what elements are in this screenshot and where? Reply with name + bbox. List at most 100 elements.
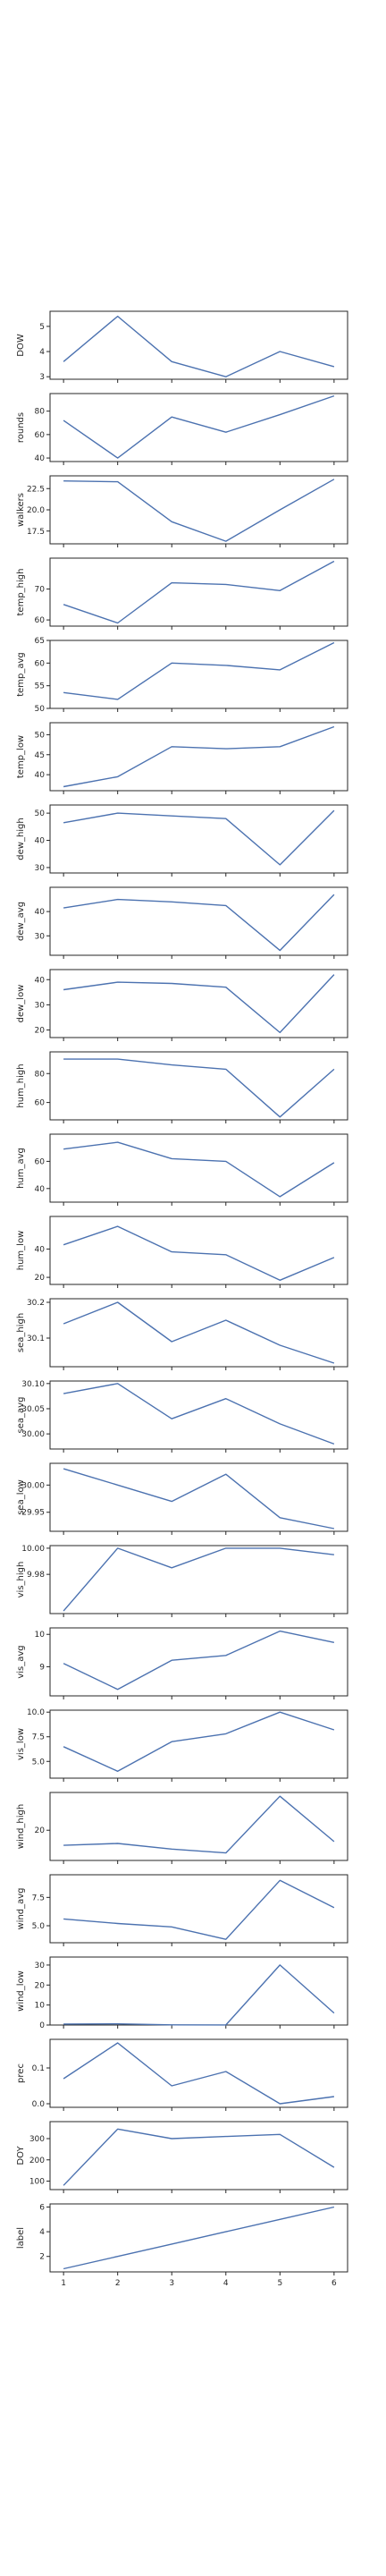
subplot-temp_avg: 50 55 60 65 temp_avg: [16, 637, 348, 714]
axes-frame: [49, 475, 348, 545]
x-tick-label: 3: [169, 2279, 174, 2288]
axes-frame: [49, 640, 348, 709]
y-tick-label: 10.00: [21, 1545, 45, 1554]
y-axis-label: prec: [16, 2063, 26, 2083]
subplot-vis_high: 9.98 10.00 vis_high: [16, 1545, 348, 1617]
series-line: [63, 1141, 335, 1198]
y-tick-label: 40: [35, 454, 46, 463]
y-axis-label: sea_low: [16, 1479, 26, 1515]
y-tick-label: 7.5: [32, 1733, 45, 1742]
y-axis-label: hum_avg: [16, 1148, 26, 1189]
y-axis-label: sea_avg: [16, 1397, 26, 1434]
y-axis-label: vis_high: [16, 1562, 26, 1598]
y-axis-label: hum_high: [16, 1063, 26, 1107]
y-tick-label: 0.1: [32, 2064, 45, 2073]
y-tick-label: 200: [29, 2157, 45, 2165]
series-line: [63, 2042, 334, 2105]
series-line: [63, 2128, 335, 2186]
y-tick-label: 30: [35, 1962, 46, 1970]
axes-frame: [49, 2038, 348, 2108]
series-line: [63, 2206, 335, 2270]
series-line: [63, 1301, 335, 1364]
subplot-dew_avg: 30 40 dew_avg: [16, 886, 348, 959]
y-tick-label: 9.98: [27, 1571, 45, 1580]
y-axis-label: temp_low: [16, 735, 26, 778]
subplot-hum_avg: 40 60 hum_avg: [16, 1133, 348, 1206]
x-tick-label: 1: [61, 2279, 66, 2288]
y-tick-label: 20.0: [27, 506, 45, 515]
series-line: [63, 1795, 335, 1854]
axes-frame: [49, 557, 348, 627]
subplot-dew_low: 20 30 40 dew_low: [16, 969, 348, 1041]
y-axis-label: walkers: [16, 493, 26, 527]
y-tick-label: 300: [29, 2135, 45, 2144]
y-tick-label: 20: [35, 1981, 46, 1990]
y-tick-label: 2: [39, 2253, 45, 2262]
subplot-sea_avg: 30.00 30.05 30.10 sea_avg: [16, 1380, 348, 1453]
subplot-rounds: 40 60 80 rounds: [16, 393, 348, 465]
subplot-wind_low: 0 10 20 30 wind_low: [16, 1956, 348, 2030]
y-tick-label: 70: [35, 586, 46, 595]
axes-frame: [49, 1545, 348, 1614]
y-tick-label: 60: [35, 616, 46, 625]
y-tick-label: 55: [35, 682, 45, 691]
series-line: [63, 315, 335, 377]
y-axis-label: DOY: [16, 2146, 26, 2165]
y-tick-label: 100: [29, 2178, 45, 2187]
y-axis-label: vis_low: [16, 1728, 26, 1760]
y-tick-label: 6: [39, 2203, 45, 2212]
y-tick-label: 20: [35, 1027, 46, 1036]
series-line: [63, 725, 335, 788]
axes-frame: [49, 1709, 348, 1779]
subplot-label: 2 4 6 1 2 3 4 5 6 label: [16, 2203, 348, 2288]
y-axis-label: dew_low: [16, 985, 26, 1023]
subplot-hum_high: 60 80 hum_high: [16, 1051, 348, 1123]
y-tick-label: 30.00: [21, 1430, 45, 1439]
series-line: [63, 479, 335, 542]
y-tick-label: 10: [35, 2002, 46, 2011]
series-line: [63, 1058, 335, 1118]
series-line: [63, 1383, 335, 1445]
y-tick-label: 5.0: [32, 1922, 46, 1931]
y-tick-label: 17.5: [27, 528, 45, 537]
y-tick-label: 30.2: [27, 1299, 45, 1308]
y-tick-label: 7.5: [32, 1894, 45, 1902]
y-tick-label: 5.0: [32, 1758, 46, 1767]
y-axis-label: wind_low: [16, 1970, 26, 2012]
axes-frame: [49, 1216, 348, 1285]
y-tick-label: 45: [35, 751, 45, 760]
series-line: [63, 1711, 335, 1773]
y-tick-label: 22.5: [27, 485, 45, 494]
axes-frame: [49, 1627, 348, 1697]
subplot-temp_low: 40 45 50 temp_low: [16, 722, 348, 794]
y-tick-label: 20: [35, 1826, 46, 1835]
x-tick-label: 4: [223, 2279, 229, 2288]
y-tick-label: 0: [39, 2021, 45, 2030]
y-tick-label: 3: [39, 373, 45, 382]
y-tick-label: 60: [35, 1099, 46, 1108]
y-tick-label: 10.0: [27, 1708, 45, 1717]
series-line: [63, 1225, 335, 1282]
y-axis-label: rounds: [16, 412, 26, 443]
x-tick-label: 2: [115, 2279, 121, 2288]
y-tick-label: 50: [35, 731, 46, 740]
y-axis-label: wind_high: [16, 1804, 26, 1849]
subplot-wind_high: 20 wind_high: [16, 1792, 348, 1864]
y-tick-label: 65: [35, 637, 45, 646]
y-tick-label: 40: [35, 771, 46, 780]
axes-frame: [49, 1956, 348, 2026]
series-line: [63, 1879, 335, 1940]
y-tick-label: 0.0: [32, 2100, 46, 2109]
subplot-dew_high: 30 40 50 dew_high: [16, 804, 348, 877]
subplot-vis_low: 5.0 7.5 10.0 vis_low: [16, 1708, 348, 1782]
y-tick-label: 40: [35, 1245, 46, 1254]
axes-frame: [49, 1133, 348, 1203]
y-tick-label: 20: [35, 1274, 46, 1283]
axes-frame: [49, 886, 348, 956]
axes-frame: [49, 1380, 348, 1450]
